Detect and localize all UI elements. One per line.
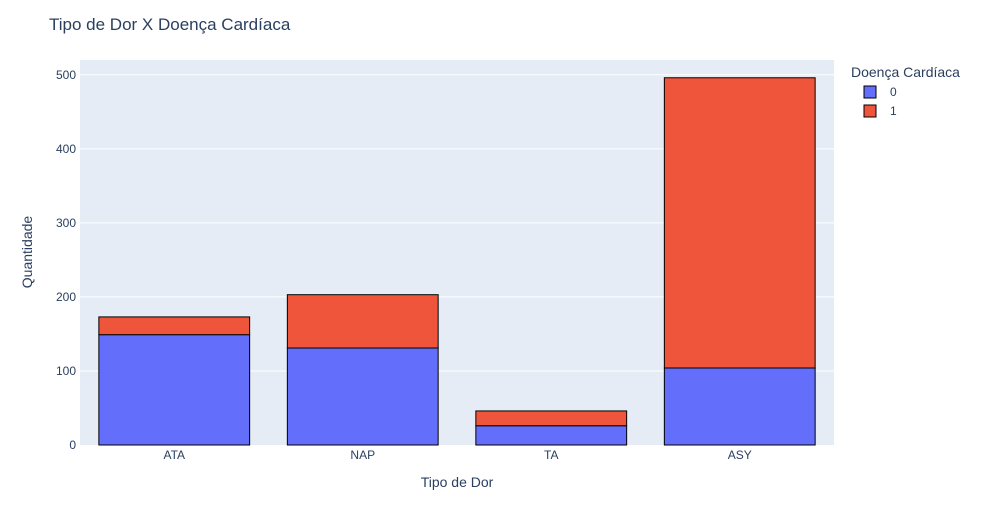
bar-ta-series-1: [475, 410, 628, 427]
bar-ata-series-0: [98, 334, 251, 446]
y-tick-label: 500: [56, 68, 76, 82]
bar-ata-series-1: [98, 316, 251, 336]
y-tick-label: 400: [56, 142, 76, 156]
x-axis: ATA NAP TA ASY: [163, 448, 751, 462]
legend-title: Doença Cardíaca: [851, 64, 960, 80]
y-axis: 0 100 200 300 400 500: [56, 68, 76, 452]
legend-swatch-0[interactable]: [863, 85, 877, 99]
bar-asy-series-1: [663, 77, 816, 369]
x-tick-label: ATA: [163, 448, 185, 462]
x-axis-title: Tipo de Dor: [421, 474, 494, 490]
y-axis-title: Quantidade: [19, 216, 35, 289]
legend-label-0[interactable]: 0: [890, 85, 897, 99]
y-tick-label: 100: [56, 364, 76, 378]
x-tick-label: NAP: [350, 448, 375, 462]
bar-nap-series-0: [286, 347, 439, 446]
legend-label-1[interactable]: 1: [890, 104, 897, 118]
y-tick-label: 0: [69, 438, 76, 452]
bar-ta-series-0: [475, 425, 628, 446]
bar-asy-series-0: [663, 367, 816, 446]
legend-swatch-1[interactable]: [863, 104, 877, 118]
x-tick-label: TA: [544, 448, 558, 462]
bars: [98, 77, 816, 446]
y-tick-label: 300: [56, 216, 76, 230]
x-tick-label: ASY: [728, 448, 752, 462]
chart-title: Tipo de Dor X Doença Cardíaca: [49, 15, 291, 34]
legend: Doença Cardíaca 0 1: [851, 64, 960, 118]
bar-nap-series-1: [286, 294, 439, 349]
y-tick-label: 200: [56, 290, 76, 304]
